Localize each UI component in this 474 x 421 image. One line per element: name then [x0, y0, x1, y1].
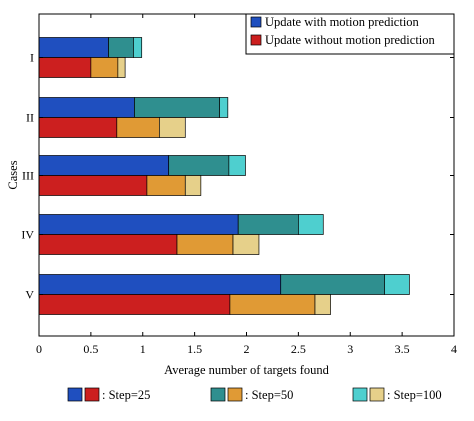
legend-swatch: [250, 16, 262, 28]
bar-V-with-step50: [280, 274, 385, 295]
step-legend-swatch: [67, 387, 83, 402]
bar-II-without-step25: [38, 117, 118, 138]
bar-IV-without-step100: [232, 234, 260, 255]
bar-V-with-step25: [38, 274, 282, 295]
x-tick-label: 3.5: [395, 342, 410, 356]
x-tick-label: 0: [36, 342, 42, 356]
y-tick-label-IV: IV: [21, 228, 34, 242]
step-legend-swatch: [369, 387, 385, 402]
x-tick-label: 1: [140, 342, 146, 356]
y-axis-title: Cases: [6, 160, 20, 189]
y-tick-label-I: I: [30, 51, 34, 65]
bar-IV-with-step25: [38, 214, 239, 235]
bar-II-with-step25: [38, 97, 135, 118]
bar-III-with-step100: [228, 155, 246, 176]
legend-swatch: [250, 34, 262, 46]
bar-II-with-step100: [219, 97, 229, 118]
bar-V-without-step100: [314, 294, 331, 315]
y-tick-label-III: III: [22, 169, 34, 183]
step-legend-label: : Step=25: [102, 388, 150, 402]
bar-III-without-step25: [38, 175, 148, 196]
y-tick-label-II: II: [26, 111, 34, 125]
legend-entry-label: Update with motion prediction: [265, 15, 420, 29]
step-legend-swatch: [210, 387, 226, 402]
step-legend-swatch: [227, 387, 243, 402]
bar-IV-with-step100: [298, 214, 324, 235]
bar-V-without-step25: [38, 294, 231, 315]
x-axis-title: Average number of targets found: [164, 363, 330, 377]
x-tick-label: 2: [244, 342, 250, 356]
bar-I-without-step50: [90, 57, 119, 78]
step-legend-label: : Step=100: [387, 388, 442, 402]
bar-I-with-step50: [108, 37, 134, 58]
bar-II-with-step50: [134, 97, 220, 118]
x-tick-label: 0.5: [83, 342, 98, 356]
bar-IV-without-step25: [38, 234, 178, 255]
step-legend-swatch: [352, 387, 368, 402]
bar-III-with-step50: [168, 155, 230, 176]
bar-V-without-step50: [229, 294, 316, 315]
legend-entry-label: Update without motion prediction: [265, 33, 436, 47]
bar-V-with-step100: [384, 274, 410, 295]
bar-I-with-step100: [133, 37, 143, 58]
bar-I-without-step100: [117, 57, 126, 78]
x-tick-label: 3: [347, 342, 353, 356]
y-tick-label-V: V: [25, 288, 34, 302]
bar-III-without-step100: [184, 175, 202, 196]
bar-I-without-step25: [38, 57, 92, 78]
x-tick-label: 4: [451, 342, 457, 356]
bar-II-without-step50: [116, 117, 160, 138]
step-legend-swatch: [84, 387, 100, 402]
bar-III-with-step25: [38, 155, 170, 176]
legend-box: [245, 13, 455, 55]
step-legend: : Step=25 : Step=50 : Step=100: [67, 387, 442, 402]
bar-II-without-step100: [159, 117, 186, 138]
bar-IV-with-step50: [237, 214, 299, 235]
legend: Update with motion prediction Update with…: [245, 13, 455, 55]
bar-IV-without-step50: [176, 234, 234, 255]
x-tick-label: 2.5: [291, 342, 306, 356]
x-tick-label: 1.5: [187, 342, 202, 356]
bar-III-without-step50: [146, 175, 186, 196]
step-legend-label: : Step=50: [245, 388, 293, 402]
bar-I-with-step25: [38, 37, 109, 58]
bars-layer: [38, 37, 410, 315]
